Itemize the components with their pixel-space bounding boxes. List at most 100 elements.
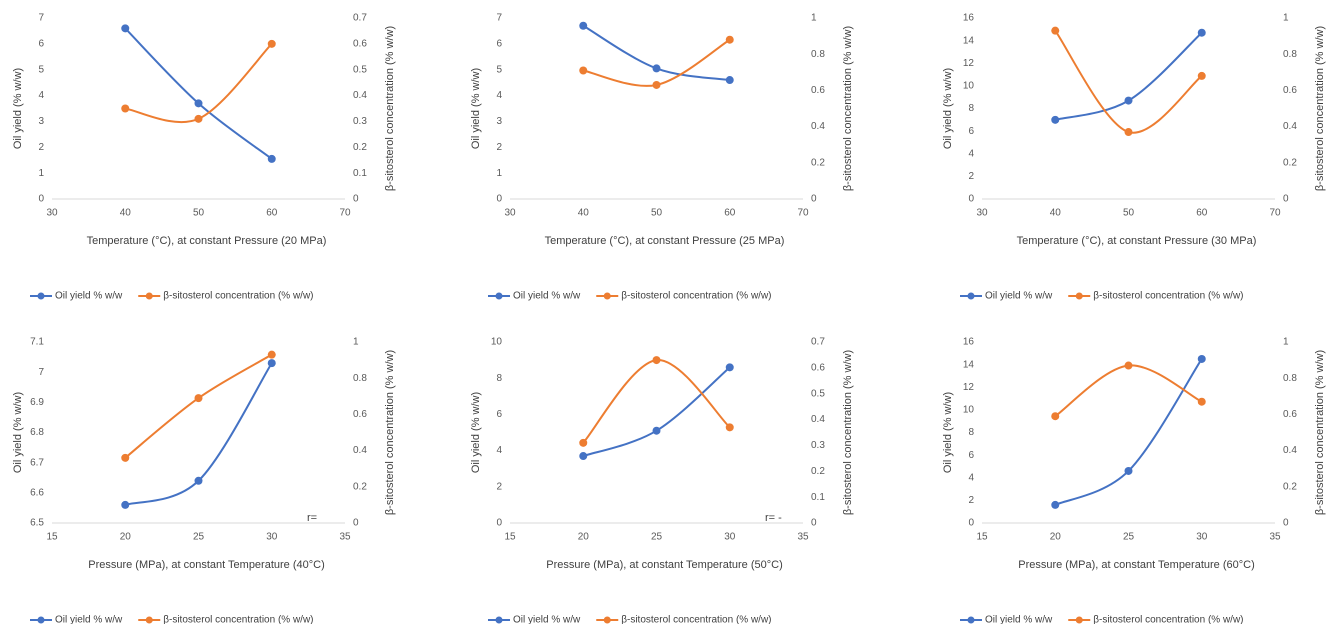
point xyxy=(121,453,130,462)
y2-tick-label: 0.4 xyxy=(1283,445,1297,456)
y2-tick-label: 0.2 xyxy=(811,157,825,168)
x-tick-label: 25 xyxy=(193,532,205,543)
y2-tick-label: 0.3 xyxy=(353,116,367,127)
series-line xyxy=(125,43,273,124)
x-tick-label: 20 xyxy=(578,532,590,543)
point xyxy=(1051,412,1060,421)
y2-tick-label: 0.1 xyxy=(353,168,367,179)
series-line xyxy=(124,27,273,160)
y-tick-label: 3 xyxy=(38,116,44,127)
x-tick-label: 70 xyxy=(797,208,809,219)
y2-tick-label: 0.5 xyxy=(353,64,367,75)
y-tick-label: 3 xyxy=(496,116,502,127)
y2-tick-label: 0.4 xyxy=(353,445,367,456)
y-tick-label: 0 xyxy=(496,194,502,205)
series-line xyxy=(583,38,731,87)
point xyxy=(1124,361,1133,370)
y-tick-label: 7 xyxy=(496,13,502,24)
x-tick-label: 50 xyxy=(651,208,663,219)
y2-tick-label: 0.2 xyxy=(353,481,367,492)
y-axis-title: Oil yield (% w/w) xyxy=(470,68,482,149)
y2-axis-title: β-sitosterol concentration (% w/w) xyxy=(1314,26,1326,191)
y2-tick-label: 0.3 xyxy=(811,440,825,451)
x-axis-title: Temperature (°C), at constant Pressure (… xyxy=(87,235,327,247)
y-tick-label: 5 xyxy=(496,64,502,75)
legend-label: β-sitosterol concentration (% w/w) xyxy=(163,615,313,624)
point xyxy=(652,356,661,365)
y2-tick-label: 0.7 xyxy=(353,13,367,24)
y-tick-label: 14 xyxy=(963,359,975,370)
y-tick-label: 0 xyxy=(496,518,502,529)
y-axis-title: Oil yield (% w/w) xyxy=(942,392,954,473)
y-tick-label: 10 xyxy=(963,81,975,92)
x-tick-label: 50 xyxy=(1123,208,1135,219)
x-tick-label: 35 xyxy=(1269,532,1281,543)
x-tick-label: 70 xyxy=(1269,208,1281,219)
y-tick-label: 6.5 xyxy=(30,518,44,529)
y-tick-label: 2 xyxy=(496,142,502,153)
y2-tick-label: 0.4 xyxy=(811,121,825,132)
legend-label: β-sitosterol concentration (% w/w) xyxy=(1093,615,1243,624)
point xyxy=(121,24,130,33)
point xyxy=(1197,28,1206,37)
legend-marker xyxy=(37,292,45,300)
y-tick-label: 14 xyxy=(963,35,975,46)
point xyxy=(725,363,734,372)
y2-tick-label: 0.2 xyxy=(811,466,825,477)
point xyxy=(579,452,588,461)
y-axis-title: Oil yield (% w/w) xyxy=(470,392,482,473)
y2-axis-title: β-sitosterol concentration (% w/w) xyxy=(842,26,854,191)
legend-marker xyxy=(495,616,503,624)
y2-tick-label: 1 xyxy=(811,13,817,24)
legend-marker xyxy=(145,616,153,624)
y-tick-label: 8 xyxy=(496,373,502,384)
y-tick-label: 6.7 xyxy=(30,457,44,468)
y2-tick-label: 0.2 xyxy=(1283,157,1297,168)
legend-label: β-sitosterol concentration (% w/w) xyxy=(621,615,771,624)
x-tick-label: 60 xyxy=(266,208,278,219)
x-tick-label: 15 xyxy=(46,532,58,543)
y2-tick-label: 0 xyxy=(811,518,817,529)
legend-marker xyxy=(145,292,153,300)
y2-tick-label: 0 xyxy=(353,518,359,529)
x-tick-label: 20 xyxy=(120,532,132,543)
y2-tick-label: 0.4 xyxy=(811,414,825,425)
x-tick-label: 15 xyxy=(976,532,988,543)
legend-label: Oil yield % w/w xyxy=(513,615,581,624)
y-tick-label: 6.9 xyxy=(30,397,44,408)
y2-tick-label: 1 xyxy=(353,337,359,348)
y2-axis-title: β-sitosterol concentration (% w/w) xyxy=(384,26,396,191)
point xyxy=(1124,128,1133,137)
legend-marker xyxy=(37,616,45,624)
point xyxy=(267,39,276,48)
x-tick-label: 60 xyxy=(1196,208,1208,219)
legend-marker xyxy=(967,616,975,624)
y-tick-label: 6 xyxy=(496,38,502,49)
x-tick-label: 30 xyxy=(724,532,736,543)
point xyxy=(652,426,661,435)
x-axis-title: Pressure (MPa), at constant Temperature … xyxy=(1018,559,1255,571)
y-tick-label: 1 xyxy=(38,168,44,179)
legend-label: β-sitosterol concentration (% w/w) xyxy=(163,291,313,302)
series-line xyxy=(1054,364,1203,418)
y2-axis-title: β-sitosterol concentration (% w/w) xyxy=(384,350,396,515)
y2-tick-label: 1 xyxy=(1283,13,1289,24)
point xyxy=(1051,500,1060,509)
y-tick-label: 12 xyxy=(963,382,975,393)
x-tick-label: 30 xyxy=(976,208,988,219)
legend-marker xyxy=(603,616,611,624)
y2-tick-label: 0 xyxy=(1283,518,1289,529)
legend-marker xyxy=(603,292,611,300)
legend-label: β-sitosterol concentration (% w/w) xyxy=(1093,291,1243,302)
point xyxy=(1197,354,1206,363)
y-tick-label: 7 xyxy=(38,367,44,378)
point xyxy=(1124,96,1133,105)
y2-tick-label: 0.6 xyxy=(811,362,825,373)
y2-tick-label: 0 xyxy=(811,194,817,205)
y-axis-title: Oil yield (% w/w) xyxy=(12,68,24,149)
y2-tick-label: 0.8 xyxy=(1283,49,1297,60)
y2-tick-label: 0.1 xyxy=(811,492,825,503)
y2-tick-label: 0.6 xyxy=(811,85,825,96)
x-tick-label: 25 xyxy=(651,532,663,543)
